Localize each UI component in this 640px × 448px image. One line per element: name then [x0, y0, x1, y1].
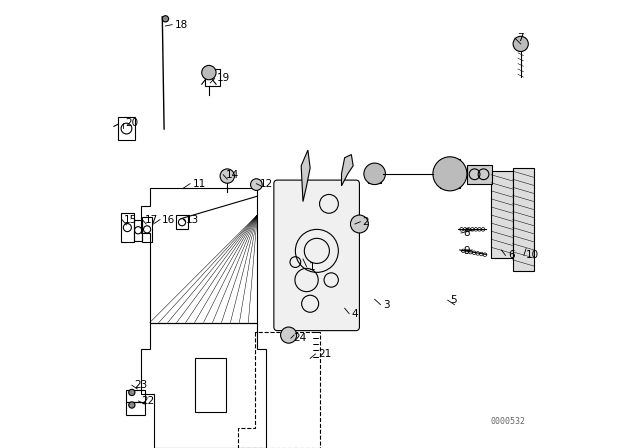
Text: 15: 15 — [124, 215, 138, 224]
Bar — [127, 390, 145, 402]
Text: 20: 20 — [125, 118, 138, 128]
Bar — [440, 159, 460, 188]
Text: 22: 22 — [141, 396, 154, 406]
Text: 24: 24 — [293, 333, 307, 343]
Circle shape — [163, 16, 168, 22]
Text: 11: 11 — [192, 179, 205, 189]
Text: 16: 16 — [163, 215, 175, 224]
Text: 1: 1 — [309, 262, 316, 271]
Text: 3: 3 — [383, 300, 389, 310]
Text: 7: 7 — [517, 33, 524, 43]
Bar — [369, 165, 381, 183]
Bar — [121, 213, 134, 242]
FancyBboxPatch shape — [274, 180, 360, 331]
Circle shape — [364, 163, 385, 185]
Text: 18: 18 — [174, 20, 188, 30]
Text: 19: 19 — [217, 73, 230, 83]
Bar — [142, 217, 152, 242]
Text: 21: 21 — [317, 349, 331, 359]
Text: 23: 23 — [134, 380, 147, 390]
Polygon shape — [342, 155, 353, 186]
Bar — [127, 402, 145, 415]
Circle shape — [129, 402, 135, 408]
Polygon shape — [301, 150, 310, 202]
Text: 2: 2 — [362, 217, 369, 227]
Text: 10: 10 — [526, 250, 540, 260]
Text: 17: 17 — [145, 215, 157, 224]
Bar — [467, 165, 492, 184]
Text: 5: 5 — [450, 295, 456, 305]
Text: 8: 8 — [463, 228, 470, 238]
Text: 0000532: 0000532 — [490, 417, 525, 426]
Circle shape — [351, 215, 369, 233]
Bar — [205, 69, 220, 86]
Circle shape — [202, 65, 216, 80]
Text: 14: 14 — [226, 170, 239, 180]
Circle shape — [129, 389, 135, 396]
Bar — [491, 171, 513, 258]
Text: 4: 4 — [351, 309, 358, 319]
Circle shape — [433, 157, 467, 191]
Text: 12: 12 — [260, 179, 273, 189]
Circle shape — [513, 36, 528, 52]
Circle shape — [280, 327, 297, 343]
Text: 13: 13 — [186, 215, 199, 224]
Bar — [134, 220, 142, 241]
Bar — [176, 215, 188, 229]
Bar — [195, 358, 226, 412]
Bar — [513, 168, 534, 271]
Text: 6: 6 — [508, 250, 515, 260]
Circle shape — [251, 179, 262, 190]
Bar — [118, 117, 136, 140]
Circle shape — [220, 169, 234, 183]
Text: 9: 9 — [463, 246, 470, 256]
